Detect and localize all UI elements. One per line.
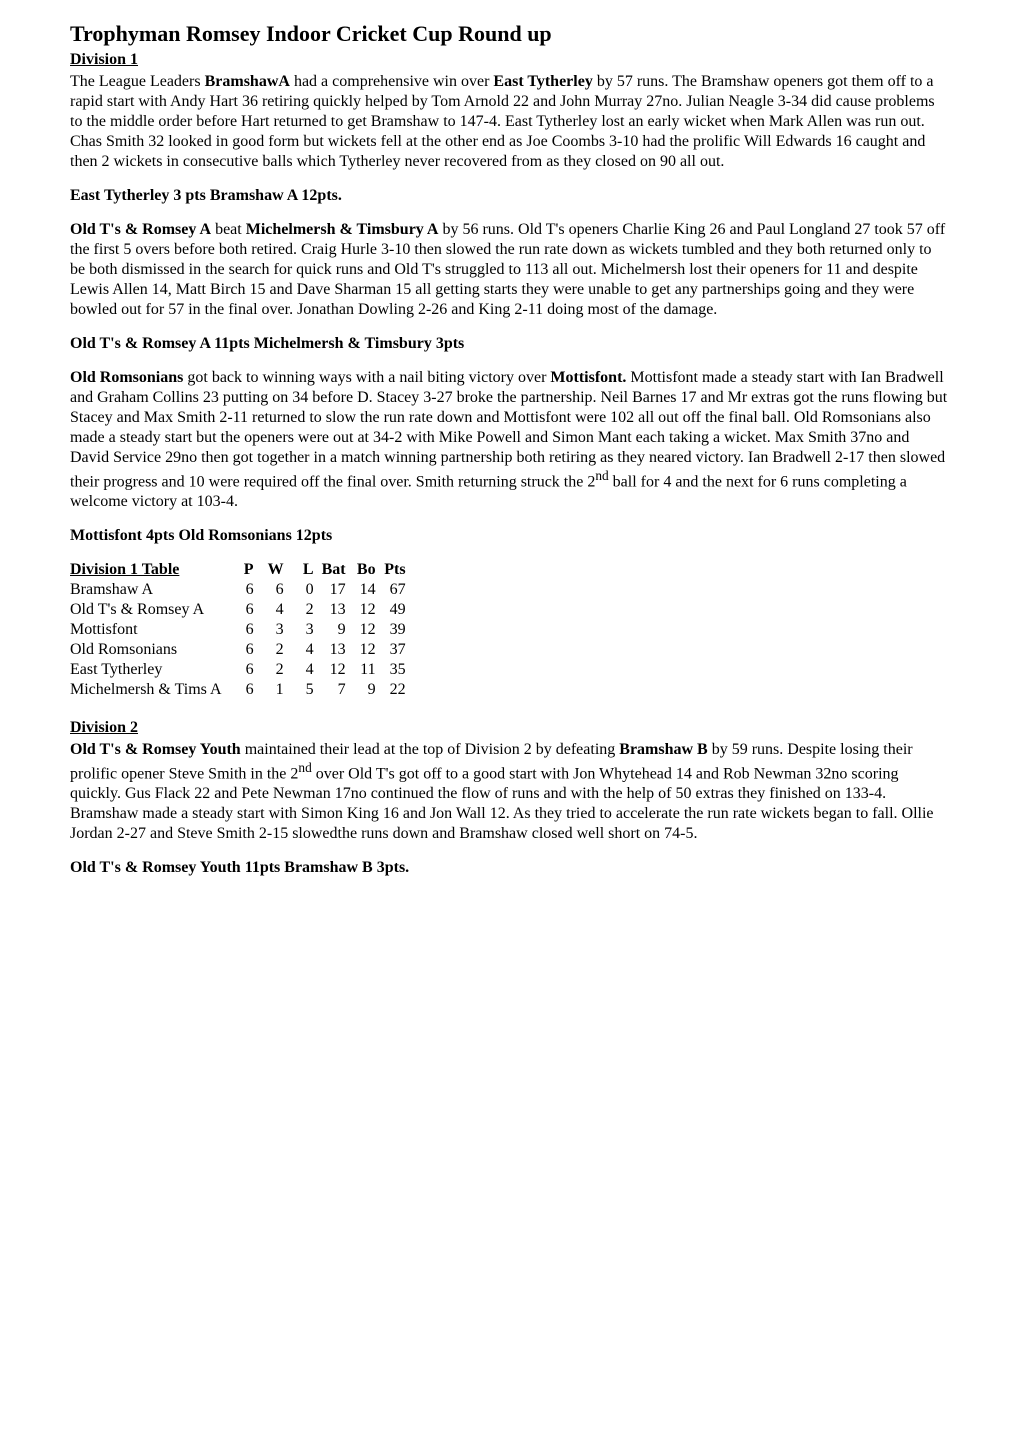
cell-p: 6 (228, 600, 258, 620)
table-header-row: Division 1 Table P W L Bat Bo Pts (70, 560, 410, 580)
division-1-match-3-result: Mottisfont 4pts Old Romsonians 12pts (70, 526, 950, 546)
cell-bat: 9 (318, 620, 350, 640)
cell-w: 2 (258, 660, 288, 680)
cell-l: 3 (288, 620, 318, 640)
ordinal-suffix: nd (298, 760, 311, 775)
division-1-table: Division 1 Table P W L Bat Bo Pts Bramsh… (70, 560, 410, 700)
col-header-l: L (288, 560, 318, 580)
division-1-heading: Division 1 (70, 51, 138, 68)
cell-l: 0 (288, 580, 318, 600)
table-row: Old Romsonians 6 2 4 13 12 37 (70, 640, 410, 660)
team-cell: Old T's & Romsey A (70, 600, 228, 620)
cell-bat: 13 (318, 640, 350, 660)
table-row: East Tytherley 6 2 4 12 11 35 (70, 660, 410, 680)
result-line: Mottisfont 4pts Old Romsonians 12pts (70, 527, 332, 544)
cell-l: 5 (288, 680, 318, 700)
division-1-match-2-result: Old T's & Romsey A 11pts Michelmersh & T… (70, 334, 950, 354)
team-cell: Mottisfont (70, 620, 228, 640)
cell-w: 2 (258, 640, 288, 660)
result-line: Old T's & Romsey A 11pts Michelmersh & T… (70, 335, 464, 352)
table-row: Old T's & Romsey A 6 4 2 13 12 49 (70, 600, 410, 620)
cell-p: 6 (228, 640, 258, 660)
cell-l: 4 (288, 640, 318, 660)
cell-bat: 12 (318, 660, 350, 680)
division-2-heading: Division 2 (70, 719, 138, 736)
cell-pts: 37 (380, 640, 410, 660)
cell-l: 2 (288, 600, 318, 620)
team-name: Old T's & Romsey Youth (70, 741, 241, 758)
col-header-w: W (258, 560, 288, 580)
result-line: Old T's & Romsey Youth 11pts Bramshaw B … (70, 859, 409, 876)
cell-pts: 49 (380, 600, 410, 620)
table-row: Michelmersh & Tims A 6 1 5 7 9 22 (70, 680, 410, 700)
report-text: The League Leaders (70, 73, 205, 90)
report-text: Mottisfont made a steady start with Ian … (70, 369, 947, 490)
cell-bo: 12 (350, 620, 380, 640)
cell-p: 6 (228, 660, 258, 680)
cell-bo: 12 (350, 600, 380, 620)
team-name: Michelmersh & Timsbury A (246, 221, 439, 238)
table-row: Bramshaw A 6 6 0 17 14 67 (70, 580, 410, 600)
cell-bat: 7 (318, 680, 350, 700)
col-header-bat: Bat (318, 560, 350, 580)
page-title: Trophyman Romsey Indoor Cricket Cup Roun… (70, 20, 950, 48)
division-2-match-1-report: Old T's & Romsey Youth maintained their … (70, 740, 950, 844)
team-name: Mottisfont. (550, 369, 626, 386)
team-name: Old Romsonians (70, 369, 183, 386)
cell-pts: 67 (380, 580, 410, 600)
cell-w: 3 (258, 620, 288, 640)
report-text: beat (211, 221, 246, 238)
division-2-match-1-result: Old T's & Romsey Youth 11pts Bramshaw B … (70, 858, 950, 878)
cell-p: 6 (228, 620, 258, 640)
cell-bo: 14 (350, 580, 380, 600)
team-name: Bramshaw B (619, 741, 707, 758)
division-1-match-2-report: Old T's & Romsey A beat Michelmersh & Ti… (70, 220, 950, 320)
col-header-pts: Pts (380, 560, 410, 580)
team-cell: East Tytherley (70, 660, 228, 680)
col-header-p: P (228, 560, 258, 580)
cell-pts: 35 (380, 660, 410, 680)
cell-bo: 9 (350, 680, 380, 700)
cell-l: 4 (288, 660, 318, 680)
team-name: Old T's & Romsey A (70, 221, 211, 238)
cell-p: 6 (228, 680, 258, 700)
cell-w: 6 (258, 580, 288, 600)
cell-p: 6 (228, 580, 258, 600)
result-line: East Tytherley 3 pts Bramshaw A 12pts. (70, 187, 342, 204)
report-text: got back to winning ways with a nail bit… (183, 369, 550, 386)
col-header-bo: Bo (350, 560, 380, 580)
report-text: maintained their lead at the top of Divi… (241, 741, 620, 758)
cell-bo: 11 (350, 660, 380, 680)
table-row: Mottisfont 6 3 3 9 12 39 (70, 620, 410, 640)
ordinal-suffix: nd (595, 468, 608, 483)
team-cell: Michelmersh & Tims A (70, 680, 228, 700)
team-cell: Bramshaw A (70, 580, 228, 600)
cell-bat: 13 (318, 600, 350, 620)
division-1-match-3-report: Old Romsonians got back to winning ways … (70, 368, 950, 512)
cell-w: 4 (258, 600, 288, 620)
cell-w: 1 (258, 680, 288, 700)
team-name: East Tytherley (493, 73, 592, 90)
cell-pts: 39 (380, 620, 410, 640)
cell-pts: 22 (380, 680, 410, 700)
cell-bo: 12 (350, 640, 380, 660)
division-1-match-1-result: East Tytherley 3 pts Bramshaw A 12pts. (70, 186, 950, 206)
table-title: Division 1 Table (70, 560, 228, 580)
team-name: BramshawA (205, 73, 290, 90)
division-1-match-1-report: The League Leaders BramshawA had a compr… (70, 72, 950, 172)
report-text: had a comprehensive win over (290, 73, 493, 90)
cell-bat: 17 (318, 580, 350, 600)
team-cell: Old Romsonians (70, 640, 228, 660)
